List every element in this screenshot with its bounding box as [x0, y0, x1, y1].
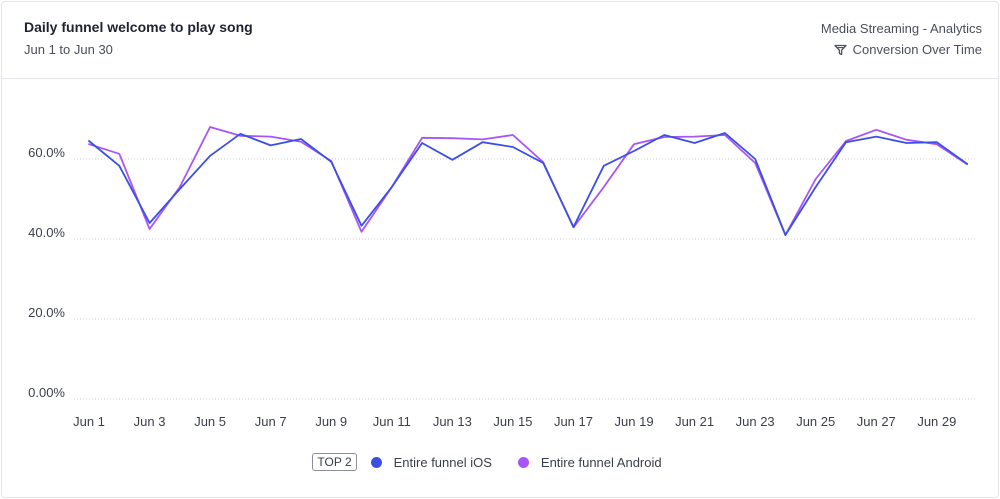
x-tick-label: Jun 1: [73, 414, 105, 429]
x-tick-label: Jun 7: [255, 414, 287, 429]
metric-label: Conversion Over Time: [834, 42, 982, 57]
x-tick-label: Jun 19: [615, 414, 654, 429]
y-tick-label: 0.00%: [28, 385, 65, 400]
date-range: Jun 1 to Jun 30: [24, 42, 113, 57]
legend: TOP 2 Entire funnel iOS Entire funnel An…: [0, 453, 1000, 471]
funnel-icon: [834, 44, 847, 55]
top-badge[interactable]: TOP 2: [312, 453, 357, 471]
legend-label-ios: Entire funnel iOS: [393, 454, 492, 470]
x-tick-label: Jun 27: [857, 414, 896, 429]
x-tick-label: Jun 23: [736, 414, 775, 429]
legend-dot-ios: [370, 456, 382, 468]
x-tick-label: Jun 3: [134, 414, 166, 429]
series-line-ios[interactable]: [88, 132, 968, 236]
x-tick-label: Jun 29: [917, 414, 956, 429]
legend-label-android: Entire funnel Android: [540, 454, 662, 470]
legend-dot-android: [517, 456, 529, 468]
legend-item-android[interactable]: Entire funnel Android: [517, 454, 662, 470]
x-tick-label: Jun 11: [373, 414, 411, 429]
source-label: Media Streaming - Analytics: [820, 21, 982, 36]
x-tick-label: Jun 17: [554, 414, 593, 429]
legend-item-ios[interactable]: Entire funnel iOS: [370, 454, 492, 470]
x-tick-label: Jun 21: [675, 414, 714, 429]
y-tick-label: 20.0%: [28, 305, 65, 320]
y-tick-label: 40.0%: [28, 225, 65, 240]
x-tick-label: Jun 5: [194, 414, 226, 429]
x-axis-ticks: Jun 1 Jun 3 Jun 5 Jun 7 Jun 9 Jun 11 Jun 13 Jun…: [73, 414, 956, 429]
x-tick-label: Jun 15: [493, 414, 532, 429]
chart-title: Daily funnel welcome to play song: [24, 19, 253, 35]
chart-header: Daily funnel welcome to play song Jun 1 …: [2, 2, 998, 79]
x-tick-label: Jun 9: [315, 414, 347, 429]
series-line-android[interactable]: [88, 126, 968, 236]
x-tick-label: Jun 25: [796, 414, 835, 429]
x-tick-label: Jun 13: [433, 414, 472, 429]
grid-lines: [74, 158, 975, 400]
y-tick-label: 60.0%: [28, 145, 65, 160]
y-axis-ticks: 0.00% 20.0% 40.0% 60.0%: [28, 145, 65, 400]
series-lines: [88, 126, 968, 236]
metric-label-text: Conversion Over Time: [852, 42, 982, 57]
